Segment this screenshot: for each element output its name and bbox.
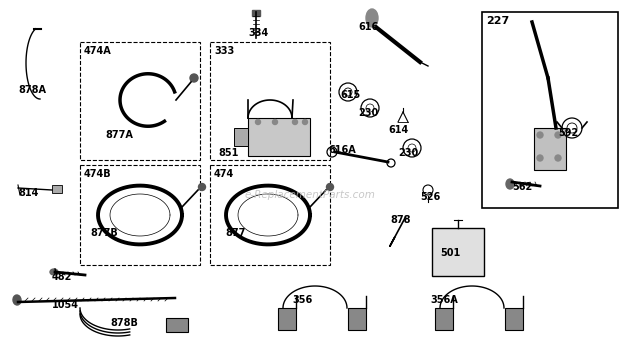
Text: 814: 814 (18, 188, 38, 198)
Circle shape (190, 74, 198, 82)
Text: 474A: 474A (84, 46, 112, 56)
Text: 474B: 474B (84, 169, 112, 179)
Bar (210, 165, 330, 265)
Bar (534, 128, 566, 170)
Text: 474: 474 (214, 169, 234, 179)
Text: 615: 615 (340, 90, 360, 100)
Text: 851: 851 (218, 148, 238, 158)
Text: 562: 562 (512, 182, 532, 192)
Text: 526: 526 (420, 192, 440, 202)
Text: 877: 877 (225, 228, 246, 238)
Circle shape (537, 155, 543, 161)
Bar (80, 42, 200, 160)
Circle shape (327, 184, 334, 191)
Bar (505, 308, 523, 330)
Circle shape (198, 184, 205, 191)
Circle shape (273, 120, 278, 124)
Text: 614: 614 (388, 125, 408, 135)
Bar (348, 308, 366, 330)
Circle shape (293, 120, 298, 124)
Text: 592: 592 (558, 128, 578, 138)
Text: 877A: 877A (105, 130, 133, 140)
Text: 878B: 878B (110, 318, 138, 328)
Ellipse shape (366, 9, 378, 27)
Text: 616: 616 (358, 22, 378, 32)
Bar (248, 118, 310, 156)
Circle shape (555, 132, 561, 138)
Text: 334: 334 (248, 28, 268, 38)
Bar (80, 165, 200, 265)
Circle shape (537, 132, 543, 138)
Circle shape (255, 120, 260, 124)
Circle shape (303, 120, 308, 124)
Bar (435, 308, 453, 330)
Text: 878A: 878A (18, 85, 46, 95)
Bar (432, 228, 484, 276)
Bar (482, 12, 618, 208)
Ellipse shape (506, 179, 514, 189)
Text: 227: 227 (486, 16, 509, 26)
Bar (166, 318, 188, 332)
Text: 616A: 616A (328, 145, 356, 155)
Text: 878: 878 (390, 215, 410, 225)
Ellipse shape (50, 269, 58, 275)
Bar (278, 308, 296, 330)
Bar (210, 42, 330, 160)
Text: 230: 230 (398, 148, 419, 158)
Text: 356A: 356A (430, 295, 458, 305)
Text: 356: 356 (292, 295, 312, 305)
Text: 482: 482 (52, 272, 73, 282)
Bar (252, 10, 260, 16)
Bar (52, 185, 62, 193)
Text: 333: 333 (214, 46, 234, 56)
Text: 1054: 1054 (52, 300, 79, 310)
Ellipse shape (13, 295, 21, 305)
Bar (234, 128, 248, 146)
Text: e-ReplacementParts.com: e-ReplacementParts.com (244, 190, 376, 200)
Text: 877B: 877B (90, 228, 118, 238)
Text: 501: 501 (440, 248, 460, 258)
Circle shape (555, 155, 561, 161)
Text: 230: 230 (358, 108, 378, 118)
